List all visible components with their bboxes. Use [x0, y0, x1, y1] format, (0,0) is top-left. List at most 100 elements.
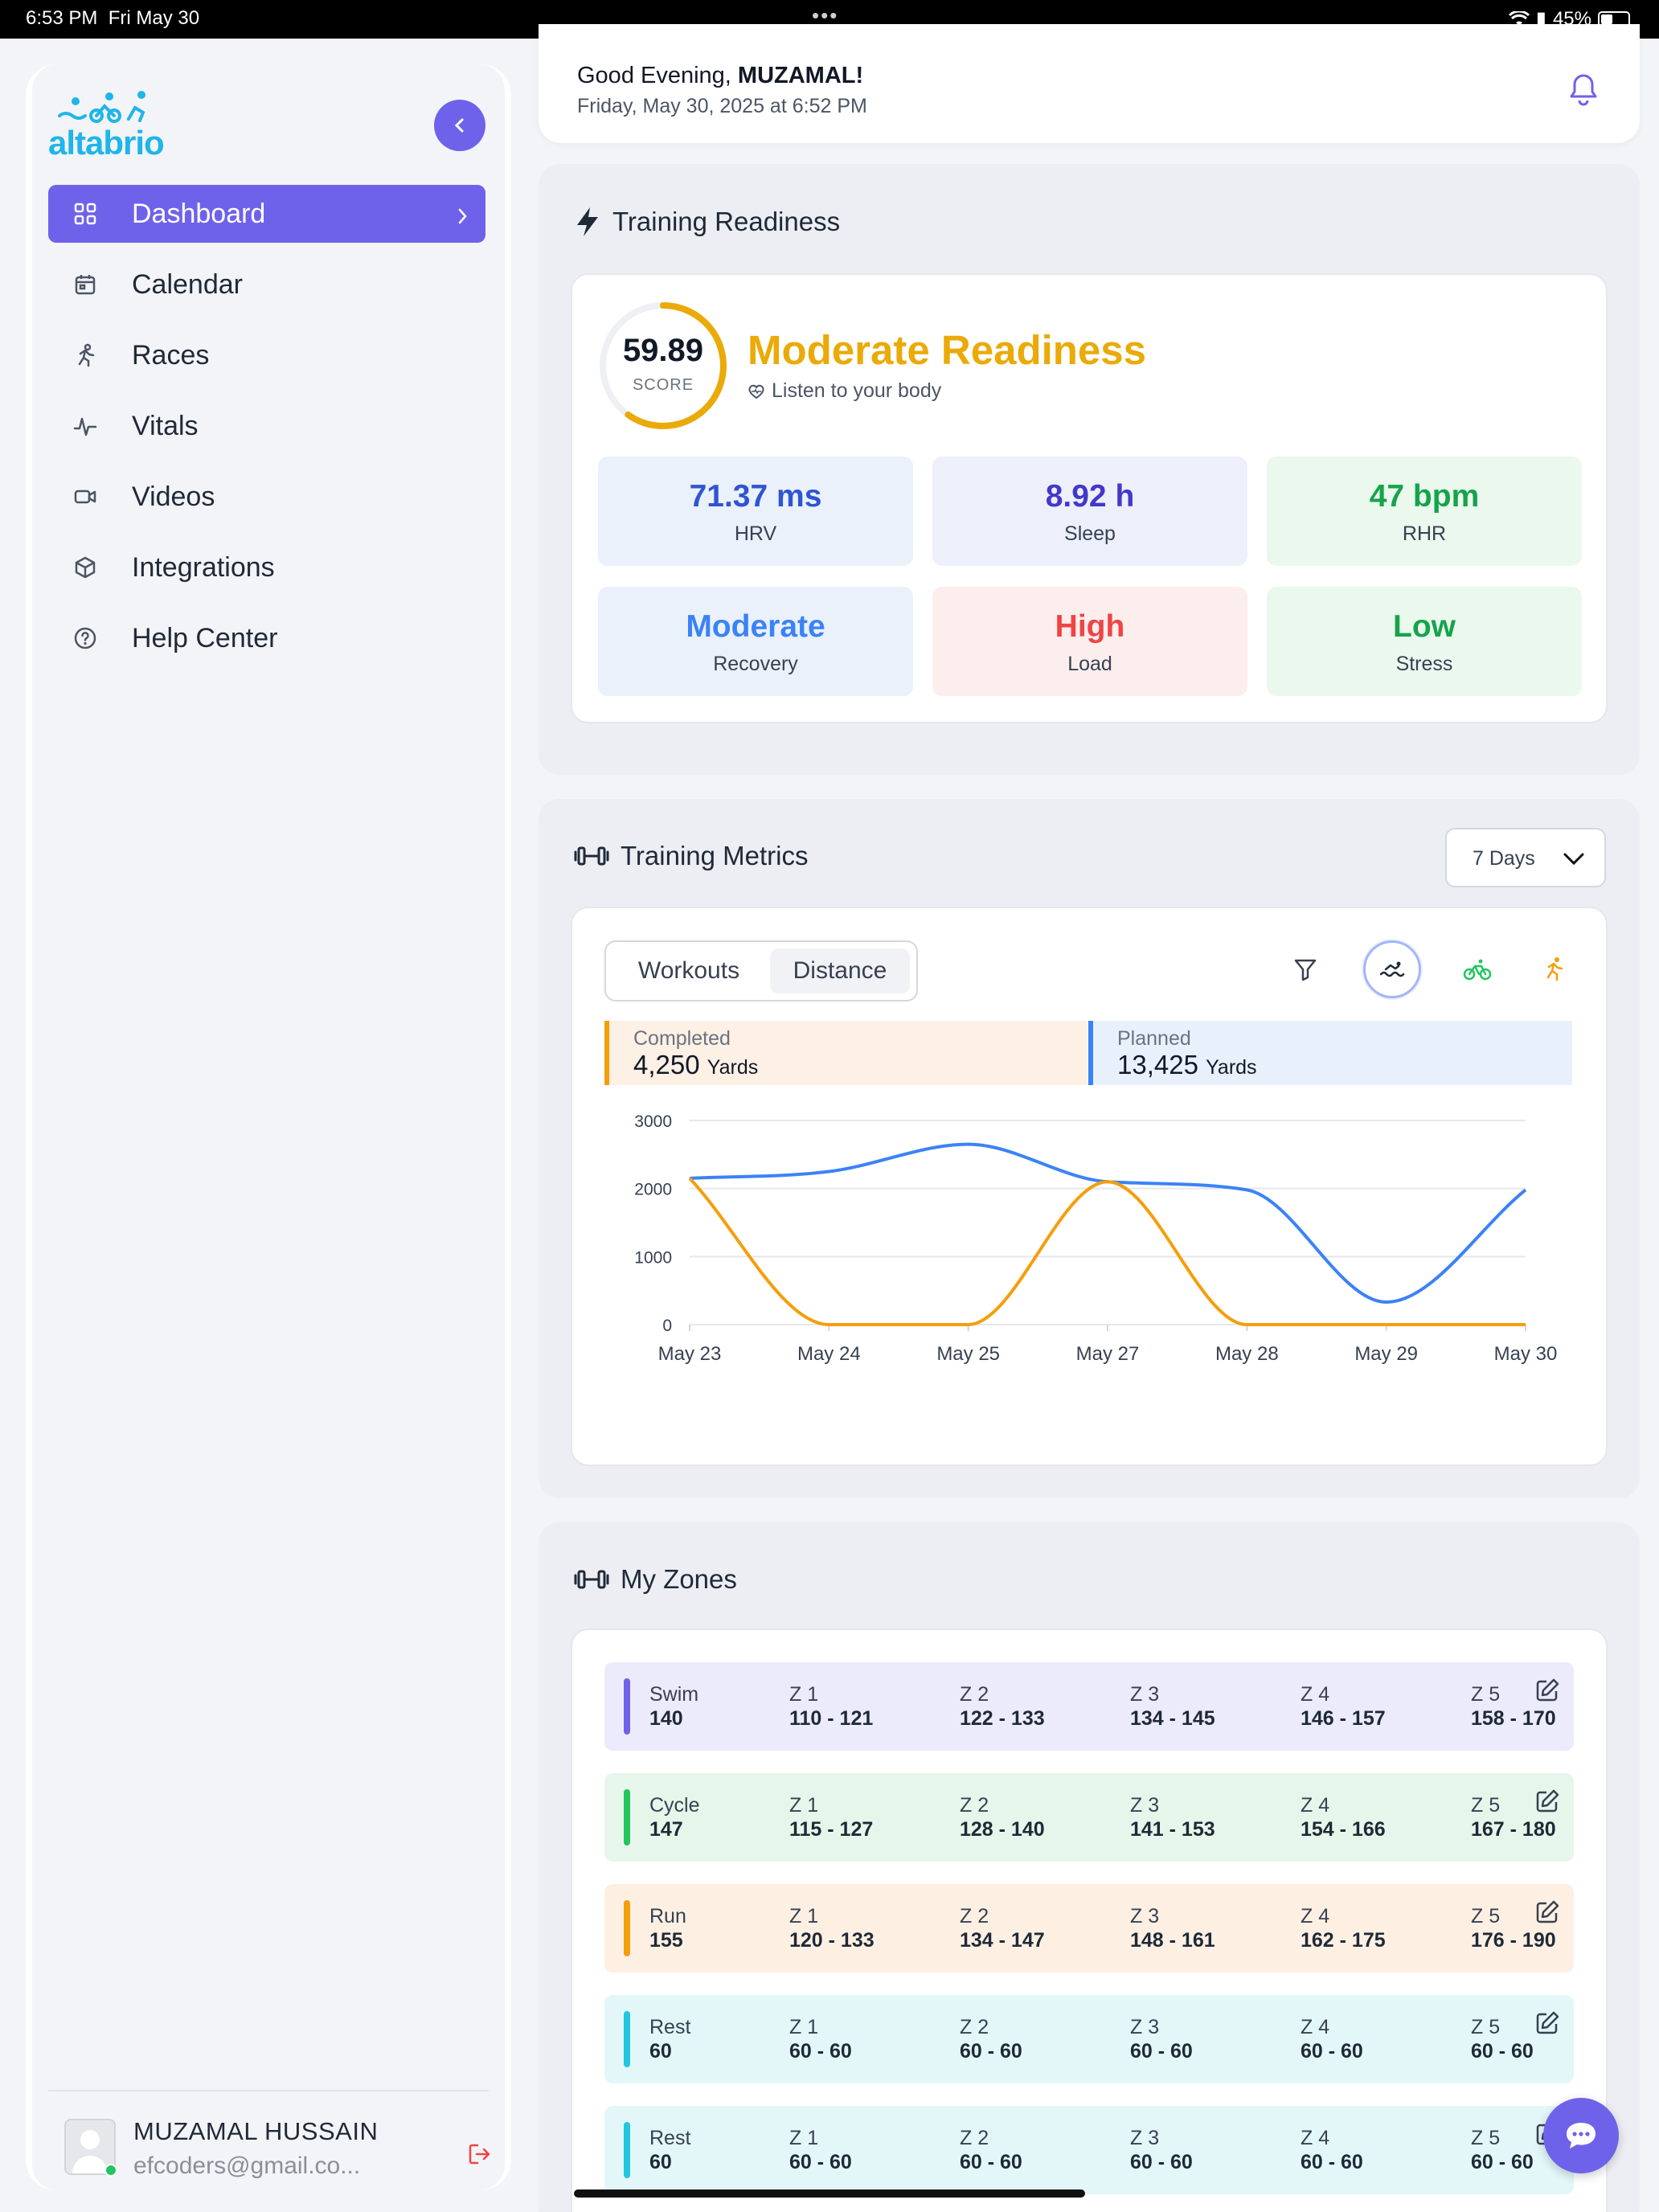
dumbbell-icon [574, 1570, 609, 1589]
triathlon-logo-icon [58, 91, 145, 123]
brand-logo[interactable]: altabrio [48, 88, 169, 162]
y-tick-label: 2000 [634, 1181, 672, 1199]
collapse-sidebar-button[interactable] [434, 100, 485, 151]
lightning-icon [577, 207, 598, 236]
y-tick-label: 3000 [634, 1112, 672, 1131]
sport-name: Rest [649, 2016, 691, 2038]
online-status-dot [104, 2164, 117, 2177]
chat-button[interactable] [1543, 2098, 1619, 2173]
completed-label: Completed [633, 1027, 731, 1050]
edit-icon [1536, 1789, 1559, 1813]
metric-mode-toggle: Workouts Distance [604, 940, 918, 1002]
user-profile[interactable]: MUZAMAL HUSSAIN efcoders@gmail.co... [64, 2112, 490, 2179]
zone-range: 148 - 161 [1130, 1929, 1215, 1952]
sidebar-item-label: Help Center [132, 622, 278, 653]
metric-rhr: 47 bpm RHR [1267, 457, 1582, 566]
tab-workouts[interactable]: Workouts [637, 957, 740, 984]
zone-label: Z 4 [1301, 2127, 1330, 2149]
zone-range: 60 - 60 [1130, 2040, 1193, 2062]
bike-icon [1463, 959, 1492, 981]
x-tick-label: May 28 [1215, 1343, 1279, 1365]
zone-label: Z 5 [1471, 2016, 1501, 2038]
readiness-gauge [600, 302, 727, 429]
zone-label: Z 4 [1301, 1794, 1330, 1817]
readiness-card: 59.89 SCORE Moderate Readiness Listen to… [571, 273, 1608, 723]
zone-row-swim: Swim 140 Z 1 110 - 121 Z 2 122 - 133 Z 3 134 - … [604, 1662, 1574, 1751]
zone-range: 176 - 190 [1471, 1929, 1556, 1952]
zone-color-bar [624, 1900, 630, 1956]
sidebar-item-label: Integrations [132, 551, 275, 583]
current-datetime: Friday, May 30, 2025 at 6:52 PM [577, 95, 867, 117]
swim-filter-button[interactable] [1363, 940, 1421, 998]
avatar[interactable] [64, 2119, 117, 2177]
edit-zone-button[interactable] [1534, 1899, 1561, 1930]
zone-range: 115 - 127 [789, 1818, 874, 1841]
completed-distance-card: Completed 4,250 Yards [604, 1021, 1087, 1085]
my-zones-section: My Zones Swim 140 Z 1 110 - 121 Z 2 122 - 133… [539, 1522, 1640, 2212]
notifications-button[interactable] [1567, 72, 1600, 112]
x-tick-label: May 30 [1494, 1343, 1558, 1365]
sidebar-item-races[interactable]: Races [48, 326, 485, 384]
section-title: My Zones [574, 1564, 737, 1595]
x-tick-label: May 25 [936, 1343, 1000, 1365]
sidebar-item-calendar[interactable]: Calendar [48, 256, 485, 313]
threshold-hr: 140 [649, 1707, 683, 1730]
brand-name: altabrio [48, 124, 165, 162]
readiness-status: Moderate Readiness [748, 327, 1147, 373]
cube-icon [71, 553, 100, 582]
multitask-dots[interactable]: ••• [812, 3, 839, 27]
zone-range: 167 - 180 [1471, 1818, 1556, 1841]
logout-button[interactable] [466, 2141, 492, 2171]
zone-range: 60 - 60 [1130, 2151, 1193, 2173]
heart-pulse-icon [748, 384, 764, 399]
chevron-right-icon [457, 203, 469, 234]
zone-range: 128 - 140 [960, 1818, 1045, 1841]
edit-zone-button[interactable] [1534, 1788, 1561, 1819]
zone-range: 122 - 133 [960, 1707, 1045, 1730]
run-filter-button[interactable] [1526, 940, 1583, 998]
zone-range: 120 - 133 [789, 1929, 875, 1952]
zone-range: 60 - 60 [1301, 2040, 1363, 2062]
zone-label: Z 4 [1301, 1683, 1330, 1706]
metric-stress: Low Stress [1267, 587, 1582, 696]
x-tick-label: May 24 [797, 1343, 861, 1365]
zone-range: 60 - 60 [1301, 2151, 1363, 2173]
zone-label: Z 2 [960, 2016, 989, 2038]
swim-icon [1379, 961, 1405, 977]
training-metrics-section: Training Metrics 7 Days Workouts Distanc… [539, 799, 1640, 1498]
tab-distance[interactable]: Distance [770, 948, 910, 993]
pulse-icon [71, 412, 100, 440]
home-indicator[interactable] [574, 2189, 1085, 2198]
range-select[interactable]: 7 Days [1445, 828, 1606, 887]
zone-label: Z 2 [960, 1905, 989, 1927]
threshold-hr: 147 [649, 1818, 683, 1841]
status-time: 6:53 PM Fri May 30 [26, 7, 200, 29]
filter-button[interactable] [1276, 940, 1334, 998]
readiness-subtitle: Listen to your body [748, 379, 941, 403]
zone-label: Z 5 [1471, 1683, 1501, 1706]
planned-distance-card: Planned 13,425 Yards [1088, 1021, 1572, 1085]
edit-zone-button[interactable] [1534, 2009, 1561, 2041]
sport-name: Swim [649, 1683, 699, 1706]
edit-zone-button[interactable] [1534, 1677, 1561, 1708]
sidebar-frame: altabrio Dashboard Calendar Races Vitals [26, 64, 511, 2190]
chevron-left-icon [454, 118, 464, 133]
sidebar-nav: Dashboard Calendar Races Vitals Videos [48, 185, 485, 680]
zone-color-bar [624, 1789, 630, 1845]
zone-color-bar [624, 2011, 630, 2067]
sidebar-item-dashboard[interactable]: Dashboard [48, 185, 485, 243]
sidebar-item-integrations[interactable]: Integrations [48, 539, 485, 596]
planned-label: Planned [1117, 1027, 1191, 1050]
sidebar-item-label: Vitals [132, 410, 199, 441]
chat-bubble-icon [1567, 2123, 1596, 2149]
zone-color-bar [624, 2122, 630, 2178]
zone-range: 134 - 147 [960, 1929, 1045, 1952]
help-icon [71, 624, 100, 653]
sidebar-item-vitals[interactable]: Vitals [48, 397, 485, 455]
bike-filter-button[interactable] [1448, 940, 1506, 998]
sidebar-item-help-center[interactable]: Help Center [48, 609, 485, 667]
zone-range: 60 - 60 [960, 2151, 1022, 2173]
metric-sleep: 8.92 h Sleep [932, 457, 1247, 566]
zone-range: 60 - 60 [789, 2151, 852, 2173]
sidebar-item-videos[interactable]: Videos [48, 468, 485, 526]
